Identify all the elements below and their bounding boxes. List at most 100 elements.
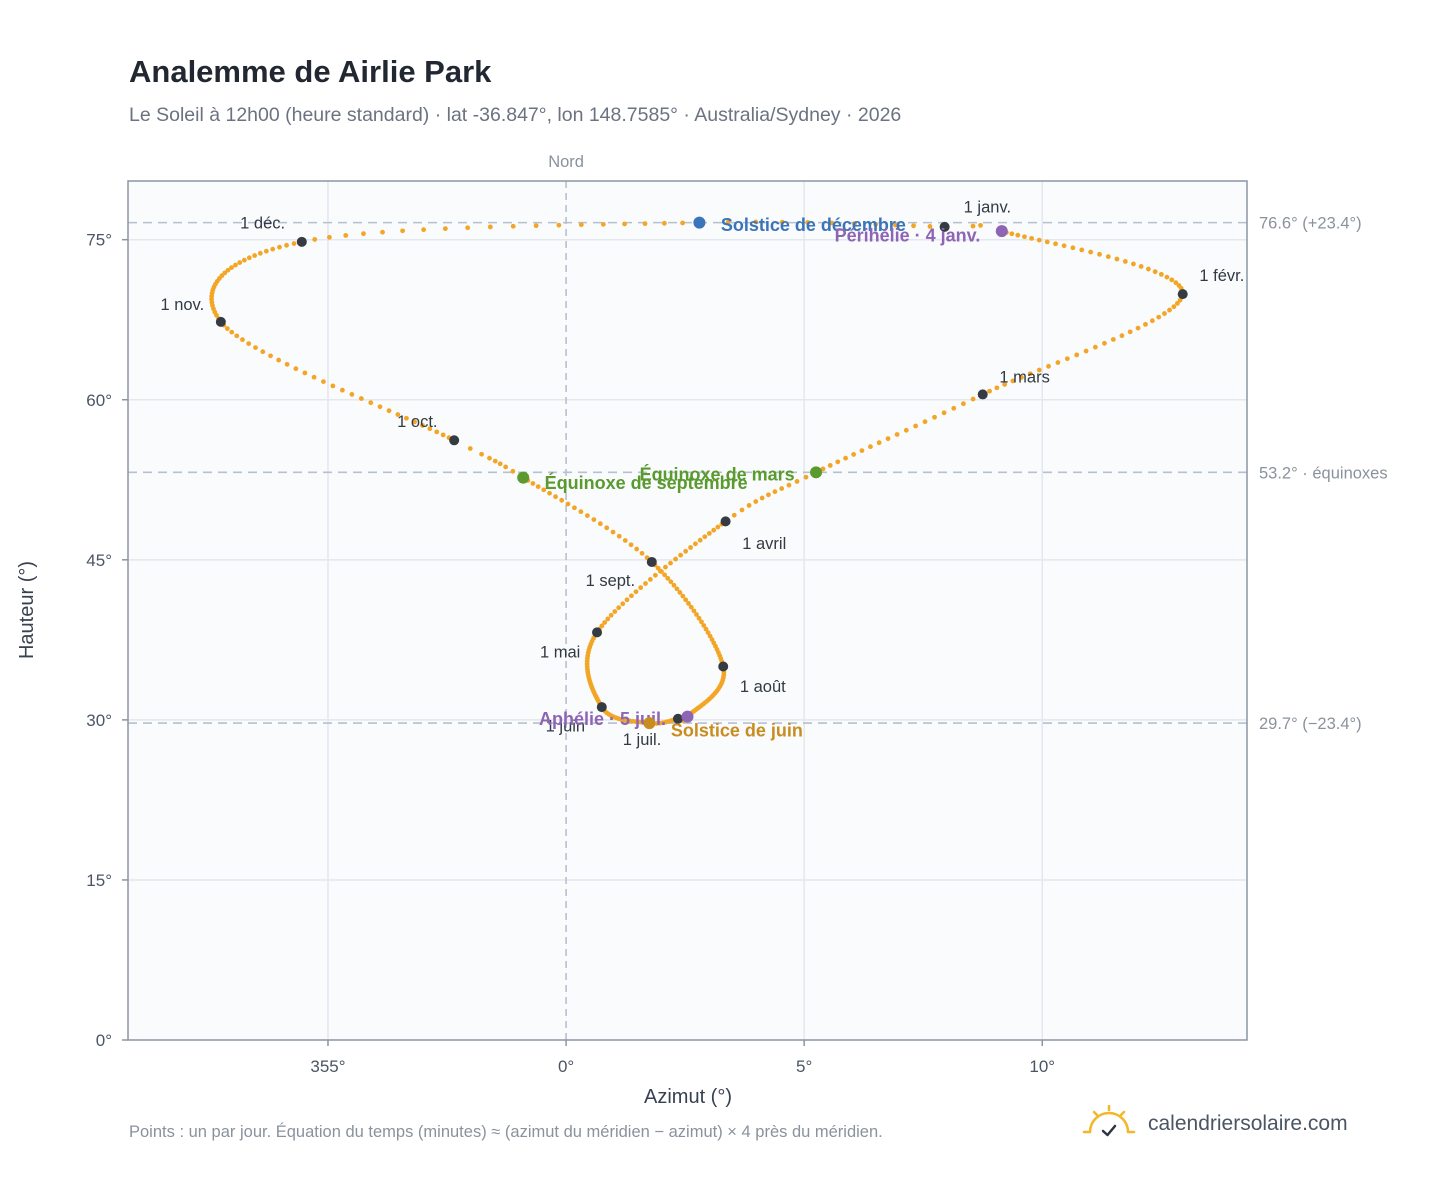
daily-point [400,228,406,234]
daily-point [894,432,900,437]
daily-point [652,572,658,578]
month-dot [596,702,607,713]
daily-point [851,452,857,457]
daily-point [565,501,571,507]
daily-point [535,484,541,489]
daily-point [688,604,694,610]
y-tick-label: 60° [86,391,112,410]
event-label: Équinoxe de septembre [545,472,748,493]
daily-point [284,242,289,248]
daily-point [277,244,282,250]
month-dot [977,389,988,400]
plot-background [128,181,1247,1040]
daily-point [368,400,374,406]
daily-point [616,605,622,611]
daily-point [683,597,689,603]
month-dot [215,316,226,327]
daily-point [686,601,691,606]
daily-point [358,396,364,401]
daily-point [1131,261,1136,267]
daily-point [678,552,684,558]
daily-point [691,608,697,614]
daily-point [321,379,326,384]
daily-point [1027,371,1033,377]
daily-point [263,248,269,254]
daily-point [624,597,630,603]
month-dot [1177,289,1188,300]
daily-point [668,579,674,585]
daily-point [1029,235,1035,241]
daily-point [1064,356,1070,362]
daily-point [330,383,336,389]
x-tick-label: 10° [1029,1057,1055,1076]
daily-point [610,529,616,535]
brand[interactable]: calendriersolaire.com [1082,1102,1348,1146]
month-label: 1 déc. [240,215,285,233]
event-label: Solstice de décembre [721,215,906,235]
daily-point [241,257,247,263]
month-label: 1 avril [742,535,786,553]
daily-point [1009,231,1015,237]
daily-point [1158,271,1164,277]
daily-point [591,517,597,523]
daily-point [253,345,258,350]
daily-point [380,229,385,235]
month-dot [646,556,657,567]
daily-point [479,451,484,457]
daily-point [697,537,703,543]
x-tick-label: 5° [796,1057,812,1076]
daily-point [622,538,628,543]
daily-point [608,612,614,618]
daily-point [268,353,273,359]
daily-point [612,609,618,614]
daily-point [510,468,516,474]
event-label: Périhélie · 4 janv. [835,225,981,245]
daily-point [541,487,547,493]
event-dot [810,466,823,479]
daily-point [715,524,721,530]
daily-point [1138,264,1144,269]
daily-point [311,374,317,380]
month-label: 1 oct. [397,413,437,431]
daily-point [229,265,234,271]
daily-point [1143,321,1148,327]
daily-point [794,479,800,484]
grid [128,181,1247,1040]
daily-point [1070,245,1076,251]
daily-point [1156,314,1162,320]
daily-point [1061,243,1067,249]
daily-point [1152,269,1158,275]
daily-point [766,492,771,498]
x-tick-label: 0° [558,1057,574,1076]
daily-point [903,427,909,433]
daily-point [442,226,448,232]
daily-point [911,223,916,229]
daily-point [661,220,667,226]
daily-point [843,455,848,461]
daily-point [395,412,401,417]
daily-point [987,388,992,394]
month-label: 1 juil. [623,731,662,749]
axis-ticks: 355° 0° 5° 10° 0° 15° 30° 45° 60° 75° [86,231,1055,1076]
daily-point [260,349,266,355]
daily-point [1036,237,1042,243]
month-markers: 1 janv. 1 févr. 1 mars 1 avril 1 mai 1 juin 1 … [160,199,1244,749]
daily-point [312,237,318,242]
daily-point [1122,259,1128,264]
daily-point [680,220,685,226]
daily-point [404,415,409,421]
daily-point [706,530,712,536]
daily-point [1177,297,1183,303]
daily-point [1044,239,1050,245]
daily-point [1127,329,1133,335]
event-dot [643,717,656,730]
daily-point [1097,251,1102,257]
daily-point [604,525,610,531]
daily-point [1167,307,1172,313]
daily-point [559,497,565,503]
daily-point [622,221,627,227]
daily-point [772,489,778,495]
daily-point [1149,318,1155,324]
